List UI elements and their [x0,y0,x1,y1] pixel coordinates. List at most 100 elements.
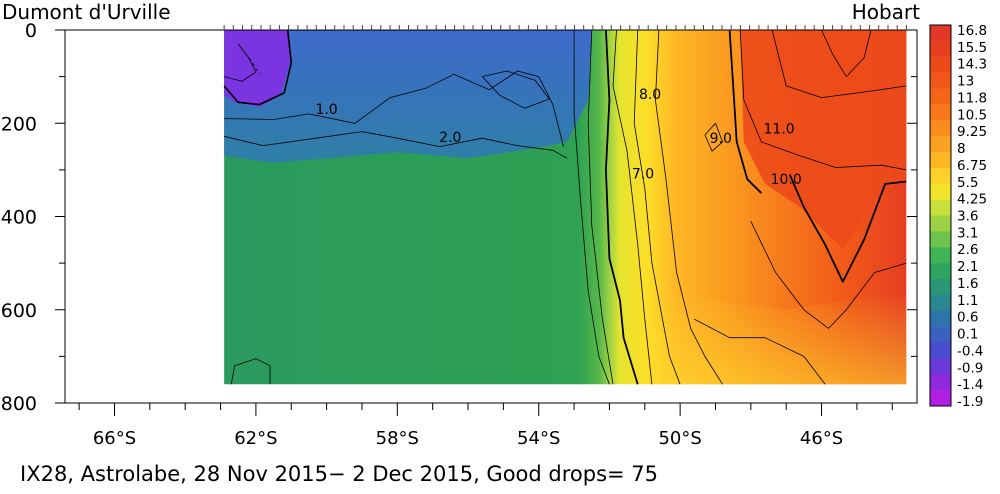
colorbar-label: 1.1 [957,293,978,309]
isotherm-line [230,358,271,385]
y-tick-label: 400 [1,207,37,229]
isotherm-line [728,29,763,194]
field-lower-warm-layer [651,291,907,385]
colorbar-label: 16.8 [957,23,987,39]
colorbar-swatch [930,25,951,42]
y-tick-label: 0 [25,20,37,42]
isotherm-line [481,70,550,109]
field-cold-surface-layer [224,30,592,163]
colorbar-swatch [930,72,951,89]
isotherm-line-negative [241,48,260,75]
field-warm-core-layer [740,30,907,250]
colorbar-labels: 16.815.514.31311.810.59.2586.755.54.253.… [957,23,987,410]
isotherm-line [739,29,907,171]
colorbar-label: 13 [957,74,974,90]
isotherm-line [573,30,610,385]
y-axis: 0 200 400 600 800 [1,20,917,415]
colorbar-swatch [930,310,951,327]
colorbar-swatch [930,167,951,185]
colorbar-label: 8 [957,141,966,157]
colorbar-label: 10.5 [957,107,987,123]
colorbar-label: 3.6 [957,209,978,225]
isotherm-line [224,131,568,159]
colorbar-swatch [930,342,951,359]
colorbar-label: -0.4 [957,343,983,359]
isotherm-line [224,70,564,147]
left-station-label: Dumont d'Urville [2,0,171,24]
colorbar-swatch [930,120,951,137]
contour-label: 11.0 [764,122,795,138]
footer-caption: IX28, Astrolabe, 28 Nov 2015− 2 Dec 2015… [20,462,658,486]
colorbar-swatch [930,152,951,169]
isotherm-line [587,29,614,385]
isotherm-line [605,29,639,385]
colorbar-swatch [930,263,951,280]
y-tick-label: 800 [1,393,37,415]
isotherm-line [633,29,681,385]
colorbar-label: 5.5 [957,175,978,191]
contour-label: 8.0 [639,87,661,103]
isotherm-line [771,29,907,98]
x-tick-label: 50°S [658,428,701,449]
colorbar-label: 14.3 [957,57,987,73]
colorbar-label: -1.9 [957,394,983,410]
colorbar-swatch [930,390,951,407]
colorbar-label: 4.25 [957,192,987,208]
temperature-field [224,30,907,385]
isotherm-line [223,29,293,106]
colorbar-label: -1.4 [957,377,983,393]
colorbar-swatches [930,25,951,407]
colorbar-label: 15.5 [957,40,987,56]
contour-label: 9.0 [710,131,732,147]
isotherm-line [223,43,257,82]
isotherm-line [821,29,872,77]
y-tick-label: 600 [1,300,37,322]
colorbar-swatch [930,247,951,264]
x-axis: 66°S 62°S 58°S 54°S 50°S 46°S [78,403,893,449]
colorbar-swatch [930,104,951,121]
colorbar-swatch [930,294,951,312]
colorbar-label: 1.6 [957,276,978,292]
y-tick-label: 200 [1,113,37,135]
contour-labels: 1.0 2.0 8.0 7.0 9.0 11.0 10.0 [315,87,801,188]
colorbar-label: 11.8 [957,91,987,107]
colorbar-swatch [930,279,951,296]
colorbar-label: 9.25 [957,124,987,140]
x-tick-label: 46°S [800,428,843,449]
colorbar-frame [929,24,952,407]
colorbar-swatch [930,326,951,343]
colorbar-swatch [930,88,951,105]
isotherm-line [750,221,907,329]
colorbar-swatch [930,374,951,391]
xbt-drop-ticks [223,25,907,30]
isotherm-line [655,29,723,385]
colorbar-swatch [930,183,951,200]
contour-label: 10.0 [771,172,802,188]
contour-label: 7.0 [632,166,654,182]
colorbar-label: 3.1 [957,225,978,241]
colorbar-label: 6.75 [957,158,987,174]
field-coldest-core-layer [224,30,292,107]
x-tick-label: 62°S [234,428,277,449]
isotherm-line [612,29,653,385]
colorbar-swatch [930,231,951,248]
contour-label: 2.0 [439,130,461,146]
colorbar: 16.815.514.31311.810.59.2586.755.54.253.… [929,23,987,410]
colorbar-label: -0.9 [957,360,983,376]
colorbar-swatch [930,136,951,153]
x-tick-label: 58°S [376,428,419,449]
colorbar-swatch [930,215,951,232]
x-tick-label: 66°S [93,428,136,449]
isotherm-line [704,123,723,152]
isotherm-contours [223,29,907,385]
colorbar-swatch [930,358,951,375]
isotherm-line [694,318,826,385]
colorbar-label: 2.1 [957,259,978,275]
colorbar-label: 0.6 [957,310,978,326]
colorbar-label: 0.1 [957,327,978,343]
contour-label: 1.0 [315,102,337,118]
colorbar-swatch [930,199,951,216]
right-station-label: Hobart [852,0,920,24]
isotherm-line [788,174,907,283]
